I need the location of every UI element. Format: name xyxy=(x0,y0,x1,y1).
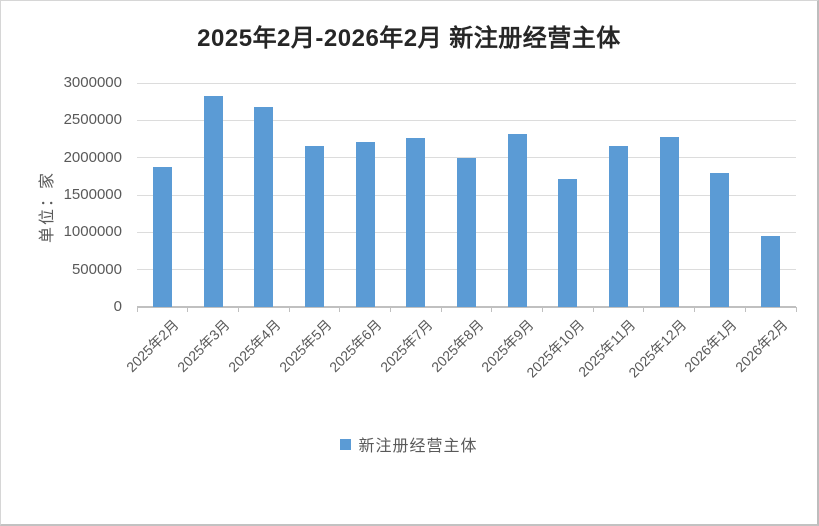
bar xyxy=(507,133,527,307)
x-axis-tick-label: 2025年8月 xyxy=(427,316,487,376)
x-axis-tick-label: 2025年5月 xyxy=(275,316,335,376)
gridline xyxy=(137,119,796,121)
x-axis-tick xyxy=(136,307,138,312)
x-axis-tick xyxy=(542,307,544,312)
x-axis-tick-label: 2025年7月 xyxy=(376,316,436,376)
x-axis-tick xyxy=(339,307,341,312)
x-axis-tick-label: 2025年6月 xyxy=(326,316,385,376)
chart-title: 2025年2月-2026年2月 新注册经营主体 xyxy=(197,25,621,52)
y-axis-tick-label: 2500000 xyxy=(63,111,122,129)
x-axis-tick-label: 2025年4月 xyxy=(224,316,284,376)
x-axis-tick-label: 2025年2月 xyxy=(123,316,183,376)
x-axis-tick-label: 2026年2月 xyxy=(731,316,791,376)
bar xyxy=(355,141,375,307)
bar xyxy=(710,173,730,307)
x-axis-tick xyxy=(592,307,594,312)
y-axis-tick-label: 3000000 xyxy=(63,74,122,91)
y-axis-tick-label: 1500000 xyxy=(63,186,122,203)
legend: 新注册经营主体 xyxy=(1,434,817,455)
bar xyxy=(203,96,223,307)
y-axis-tick-label: 0 xyxy=(113,298,122,315)
x-axis-tick xyxy=(694,307,696,312)
legend-label: 新注册经营主体 xyxy=(358,438,478,455)
bar xyxy=(457,157,476,307)
x-axis-tick xyxy=(389,307,391,312)
x-axis-tick-label: 2026年1月 xyxy=(681,316,740,376)
bar xyxy=(609,146,629,307)
x-axis-tick xyxy=(288,307,290,312)
y-axis-tick-label: 1000000 xyxy=(63,223,122,241)
bar xyxy=(152,166,172,307)
x-axis-tick xyxy=(491,307,493,312)
bar xyxy=(254,106,274,307)
x-axis-tick xyxy=(744,307,746,312)
bar xyxy=(406,138,426,307)
x-axis-tick xyxy=(440,307,442,312)
bar xyxy=(659,136,679,307)
x-axis-tick-label: 2025年3月 xyxy=(174,316,233,376)
x-axis-line xyxy=(137,306,796,308)
bar xyxy=(558,178,578,307)
bar xyxy=(304,146,324,307)
legend-swatch-icon xyxy=(340,438,352,450)
x-axis-tick xyxy=(237,307,239,312)
x-axis-tick xyxy=(187,307,189,312)
x-axis-tick xyxy=(643,307,645,312)
gridline xyxy=(137,82,796,84)
bar xyxy=(761,236,781,307)
y-axis-tick-label: 500000 xyxy=(71,260,122,278)
y-axis-tick-label: 2000000 xyxy=(63,148,122,166)
x-axis-tick xyxy=(795,307,797,312)
